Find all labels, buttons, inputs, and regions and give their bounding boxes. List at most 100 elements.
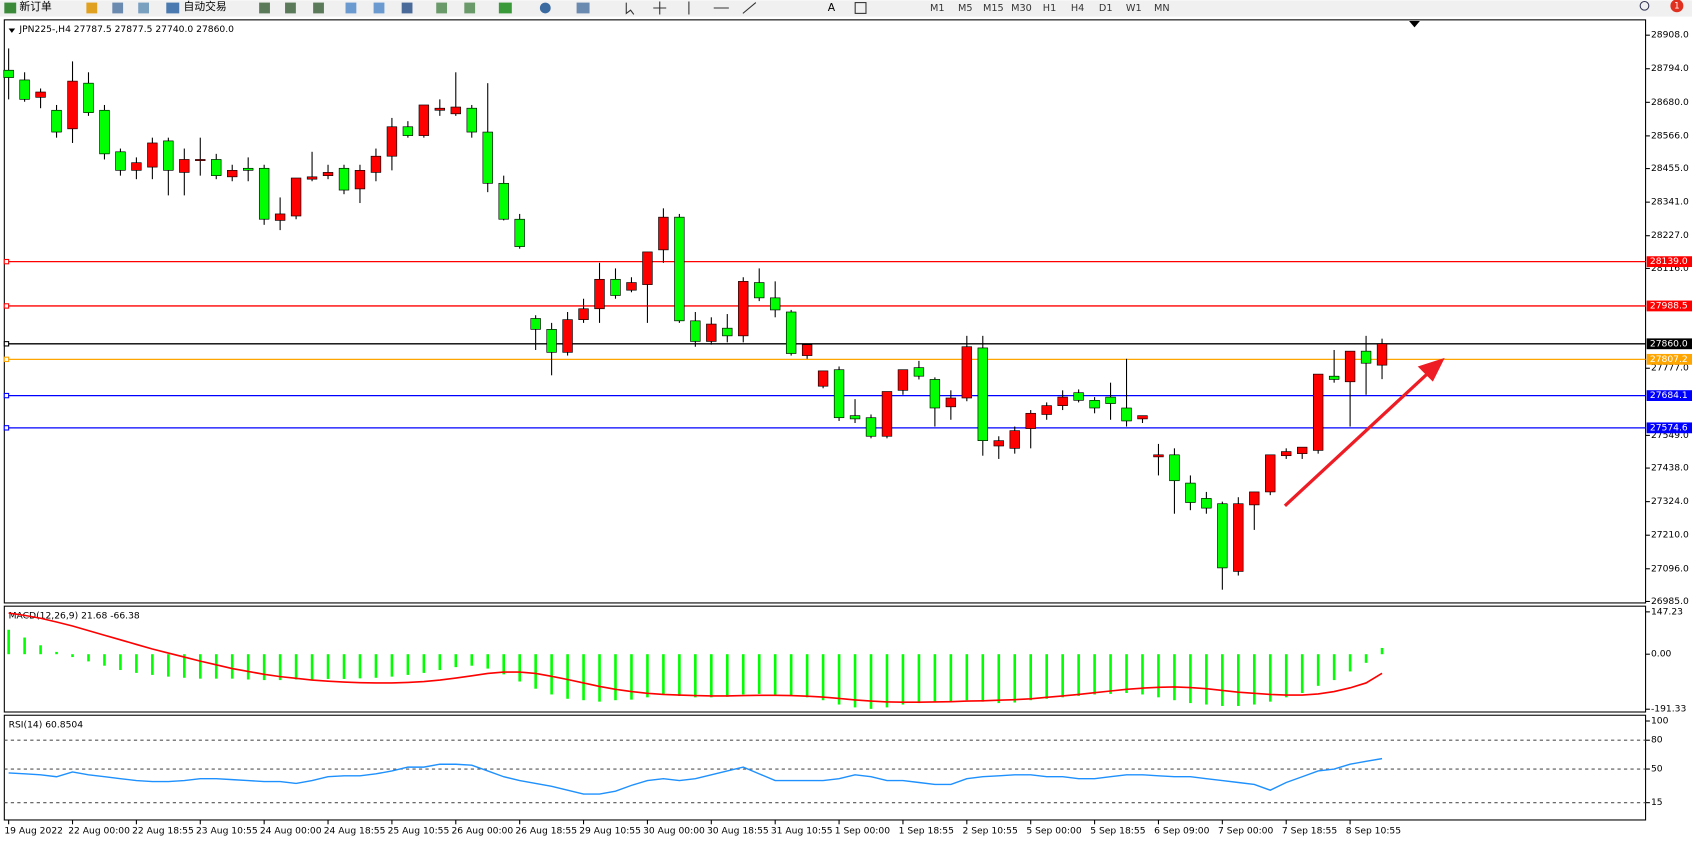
alerts-badge[interactable] <box>1670 0 1684 13</box>
macd-bar <box>1061 654 1064 698</box>
toolbar-icon[interactable] <box>86 2 98 14</box>
macd-bar <box>39 645 42 655</box>
new-order-icon[interactable] <box>4 2 17 14</box>
x-tick-label: 29 Aug 10:55 <box>579 825 641 836</box>
label-tool[interactable] <box>854 2 867 14</box>
toolbar-icon[interactable] <box>259 2 270 14</box>
candle-body <box>227 170 238 178</box>
timeframe-button[interactable]: H1 <box>1043 3 1056 14</box>
candle-body <box>3 69 14 78</box>
candle-body <box>1344 350 1356 383</box>
cursor-tool[interactable] <box>625 2 635 15</box>
search[interactable] <box>1639 0 1650 11</box>
templates[interactable] <box>576 2 590 14</box>
candle-body <box>1249 491 1260 506</box>
macd-bar <box>1364 654 1368 663</box>
price-level-label: 27807.2 <box>1650 354 1688 365</box>
price-level-tag <box>1646 300 1692 312</box>
candle-body <box>195 159 206 161</box>
crosshair-tool[interactable] <box>653 1 667 15</box>
new-order-button[interactable]: 新订单 <box>19 0 52 13</box>
y-tick-label: 28908.0 <box>1651 30 1689 41</box>
macd-bar <box>805 654 809 698</box>
macd-bar <box>214 654 218 679</box>
timeframe-button[interactable]: M30 <box>1011 3 1032 14</box>
macd-bar <box>470 654 474 666</box>
line-tools[interactable] <box>688 1 757 15</box>
candle-body <box>274 213 286 221</box>
candle-body <box>1057 396 1068 406</box>
tile[interactable] <box>401 2 413 14</box>
y-tick-label: 28341.0 <box>1651 197 1689 208</box>
macd-pane <box>3 605 1647 713</box>
pane-menu[interactable] <box>8 28 16 33</box>
toolbar-icon[interactable] <box>112 2 124 14</box>
text-tool[interactable]: A <box>828 1 836 14</box>
x-tick-label: 7 Sep 00:00 <box>1218 825 1273 836</box>
periods[interactable] <box>539 2 551 14</box>
y-tick-label: 15 <box>1651 797 1663 808</box>
arrow-head <box>1417 357 1445 382</box>
candle-body <box>67 80 78 130</box>
candle-body <box>131 162 142 171</box>
candle-body <box>929 379 941 409</box>
timeframe-button[interactable]: M5 <box>958 3 973 14</box>
toolbar-icon[interactable] <box>436 2 448 14</box>
timeframe-button[interactable]: H4 <box>1071 3 1084 14</box>
y-tick-label: 28116.0 <box>1651 263 1689 274</box>
candle-body <box>1025 412 1036 429</box>
macd-bar <box>1221 654 1224 706</box>
timeframe-button[interactable]: MN <box>1154 3 1170 14</box>
macd-bar <box>598 654 601 702</box>
candle-body <box>546 329 557 353</box>
timeframe-button[interactable]: M15 <box>983 3 1004 14</box>
macd-bar <box>358 654 362 679</box>
macd-bar <box>246 654 250 680</box>
macd-bar <box>1284 654 1288 698</box>
macd-bar <box>614 654 617 701</box>
candle-body <box>1153 454 1164 458</box>
candle-body <box>562 319 573 353</box>
zoom-out[interactable] <box>373 2 385 14</box>
auto-trade-icon[interactable] <box>166 2 180 14</box>
candle-body <box>993 440 1004 447</box>
macd-bar <box>949 654 953 702</box>
auto-trade-button[interactable]: 自动交易 <box>184 0 227 13</box>
macd-bar <box>1013 654 1017 703</box>
toolbar-icon[interactable] <box>138 2 150 14</box>
macd-bar <box>23 637 26 655</box>
zoom-in[interactable] <box>345 2 357 14</box>
toolbar-icon[interactable] <box>313 2 324 14</box>
price-level-tag <box>1646 338 1692 350</box>
timeframe-button[interactable]: D1 <box>1099 3 1113 14</box>
x-tick-label: 22 Aug 00:00 <box>68 825 130 836</box>
candle-body <box>674 216 685 322</box>
candle-body <box>1297 446 1308 454</box>
price-level-label: 27860.0 <box>1650 338 1688 349</box>
candle-body <box>913 367 925 377</box>
macd-bar <box>1237 654 1240 706</box>
y-tick-label: 50 <box>1651 764 1663 775</box>
candle-body <box>51 109 62 133</box>
toolbar-icon[interactable] <box>285 2 296 14</box>
timeframe-button[interactable]: W1 <box>1126 3 1142 14</box>
macd-bar <box>422 654 426 673</box>
timeframe-bar: M1 M5 M15 M30 H1 H4 D1 W1 MN <box>930 3 1170 14</box>
price-level-tag <box>1646 256 1692 268</box>
candle-body <box>1265 454 1276 493</box>
trend-arrow <box>1283 357 1445 507</box>
toolbar-icon[interactable] <box>464 2 476 14</box>
macd-bar <box>741 654 745 695</box>
macd-bar <box>965 654 969 701</box>
macd-bar <box>773 654 777 695</box>
macd-bar <box>390 654 394 677</box>
macd-bar <box>933 654 937 703</box>
timeframe-button[interactable]: M1 <box>930 3 945 14</box>
macd-bar <box>1332 654 1336 681</box>
x-tick-label: 24 Aug 00:00 <box>260 825 322 836</box>
indicators[interactable] <box>498 2 512 14</box>
macd-bar <box>71 654 74 658</box>
macd-bar <box>326 654 330 679</box>
candle-body <box>1217 503 1228 569</box>
candle-body <box>945 397 957 408</box>
